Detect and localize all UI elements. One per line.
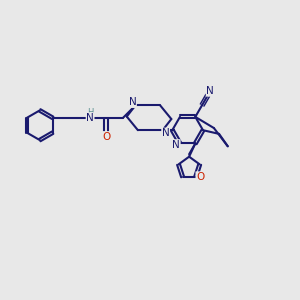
- Text: N: N: [129, 98, 136, 107]
- Text: N: N: [162, 128, 170, 138]
- Text: N: N: [86, 113, 94, 123]
- Text: N: N: [206, 86, 214, 96]
- Text: N: N: [172, 140, 180, 150]
- Text: O: O: [196, 172, 204, 182]
- Text: O: O: [102, 132, 110, 142]
- Text: H: H: [87, 108, 93, 117]
